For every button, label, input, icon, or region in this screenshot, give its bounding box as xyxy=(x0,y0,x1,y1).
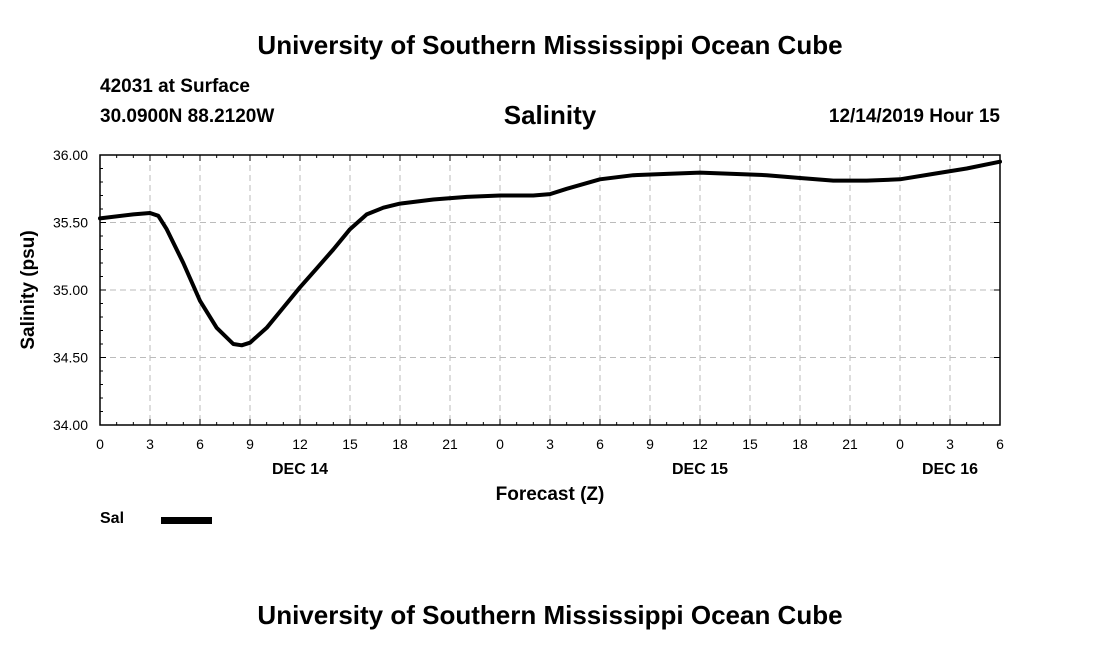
x-tick-label: 6 xyxy=(996,436,1004,452)
y-tick-label: 34.00 xyxy=(53,417,88,433)
salinity-series-line xyxy=(98,159,1002,348)
x-tick-label: 15 xyxy=(342,436,358,452)
bottom-title: University of Southern Mississippi Ocean… xyxy=(257,600,843,630)
day-label: DEC 14 xyxy=(272,461,328,478)
y-tick-label: 34.50 xyxy=(53,350,88,366)
top-title: University of Southern Mississippi Ocean… xyxy=(257,30,843,60)
x-tick-label: 0 xyxy=(96,436,104,452)
legend-swatch xyxy=(161,517,212,524)
forecast-date-label: 12/14/2019 Hour 15 xyxy=(828,106,1000,127)
x-tick-label: 18 xyxy=(392,436,408,452)
axis-ticks: 0 3 6 9 12 15 18 21 0 3 6 9 12 15 18 21 0 3 6 34.00 34.50 35.… xyxy=(53,147,1004,478)
coordinates-label: 30.0900N 88.2120W xyxy=(100,106,275,127)
y-axis-label: Salinity (psu) xyxy=(18,230,39,349)
x-tick-label: 15 xyxy=(742,436,758,452)
x-tick-label: 9 xyxy=(246,436,254,452)
x-tick-label: 12 xyxy=(692,436,708,452)
x-tick-label: 21 xyxy=(442,436,458,452)
x-axis-label: Forecast (Z) xyxy=(496,484,605,505)
x-tick-label: 18 xyxy=(792,436,808,452)
y-tick-label: 35.00 xyxy=(53,282,88,298)
x-tick-label: 6 xyxy=(196,436,204,452)
x-tick-label: 3 xyxy=(946,436,954,452)
y-tick-label: 36.00 xyxy=(53,147,88,163)
x-tick-label: 0 xyxy=(896,436,904,452)
x-tick-label: 9 xyxy=(646,436,654,452)
station-label: 42031 at Surface xyxy=(100,76,250,97)
x-tick-label: 0 xyxy=(496,436,504,452)
chart-title: Salinity xyxy=(503,100,597,130)
grid xyxy=(100,155,1000,425)
x-tick-label: 12 xyxy=(292,436,308,452)
x-tick-label: 3 xyxy=(146,436,154,452)
day-label: DEC 16 xyxy=(922,461,978,478)
x-tick-label: 6 xyxy=(596,436,604,452)
series-layer xyxy=(98,159,1002,348)
x-tick-label: 21 xyxy=(842,436,858,452)
y-tick-label: 35.50 xyxy=(53,215,88,231)
day-label: DEC 15 xyxy=(672,461,728,478)
x-tick-label: 3 xyxy=(546,436,554,452)
legend-label: Sal xyxy=(100,510,125,527)
